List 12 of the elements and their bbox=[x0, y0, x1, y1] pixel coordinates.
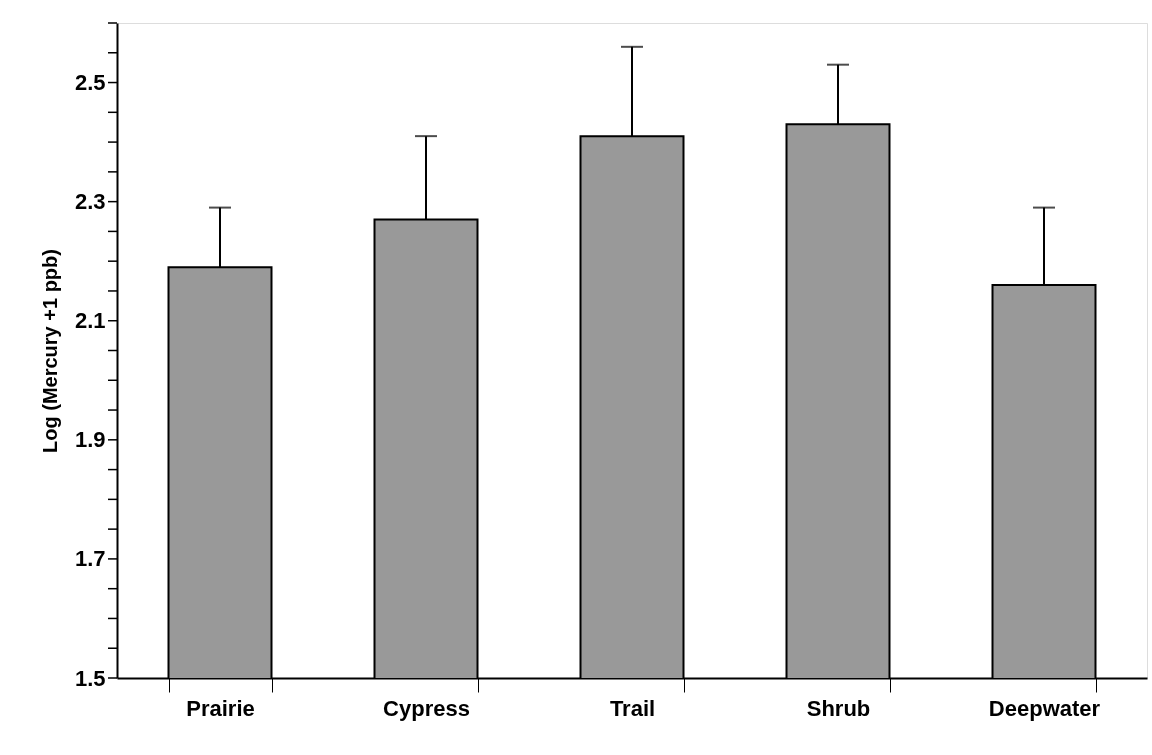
y-tick-label: 1.7 bbox=[74, 546, 106, 572]
x-tick-label: Trail bbox=[609, 695, 656, 721]
y-tick-label: 2.1 bbox=[74, 308, 106, 334]
y-tick-label: 2.5 bbox=[74, 70, 106, 96]
y-tick-label: 2.3 bbox=[74, 189, 106, 215]
y-tick-label: 1.9 bbox=[74, 427, 106, 453]
x-tick-label: Deepwater bbox=[988, 695, 1101, 721]
y-tick-label: 1.5 bbox=[74, 665, 106, 691]
x-tick-label: Cypress bbox=[383, 695, 470, 721]
x-tick-label: Prairie bbox=[186, 695, 255, 721]
x-tick-label: Shrub bbox=[806, 695, 871, 721]
y-axis-title: Log (Mercury +1 ppb) bbox=[38, 249, 61, 453]
